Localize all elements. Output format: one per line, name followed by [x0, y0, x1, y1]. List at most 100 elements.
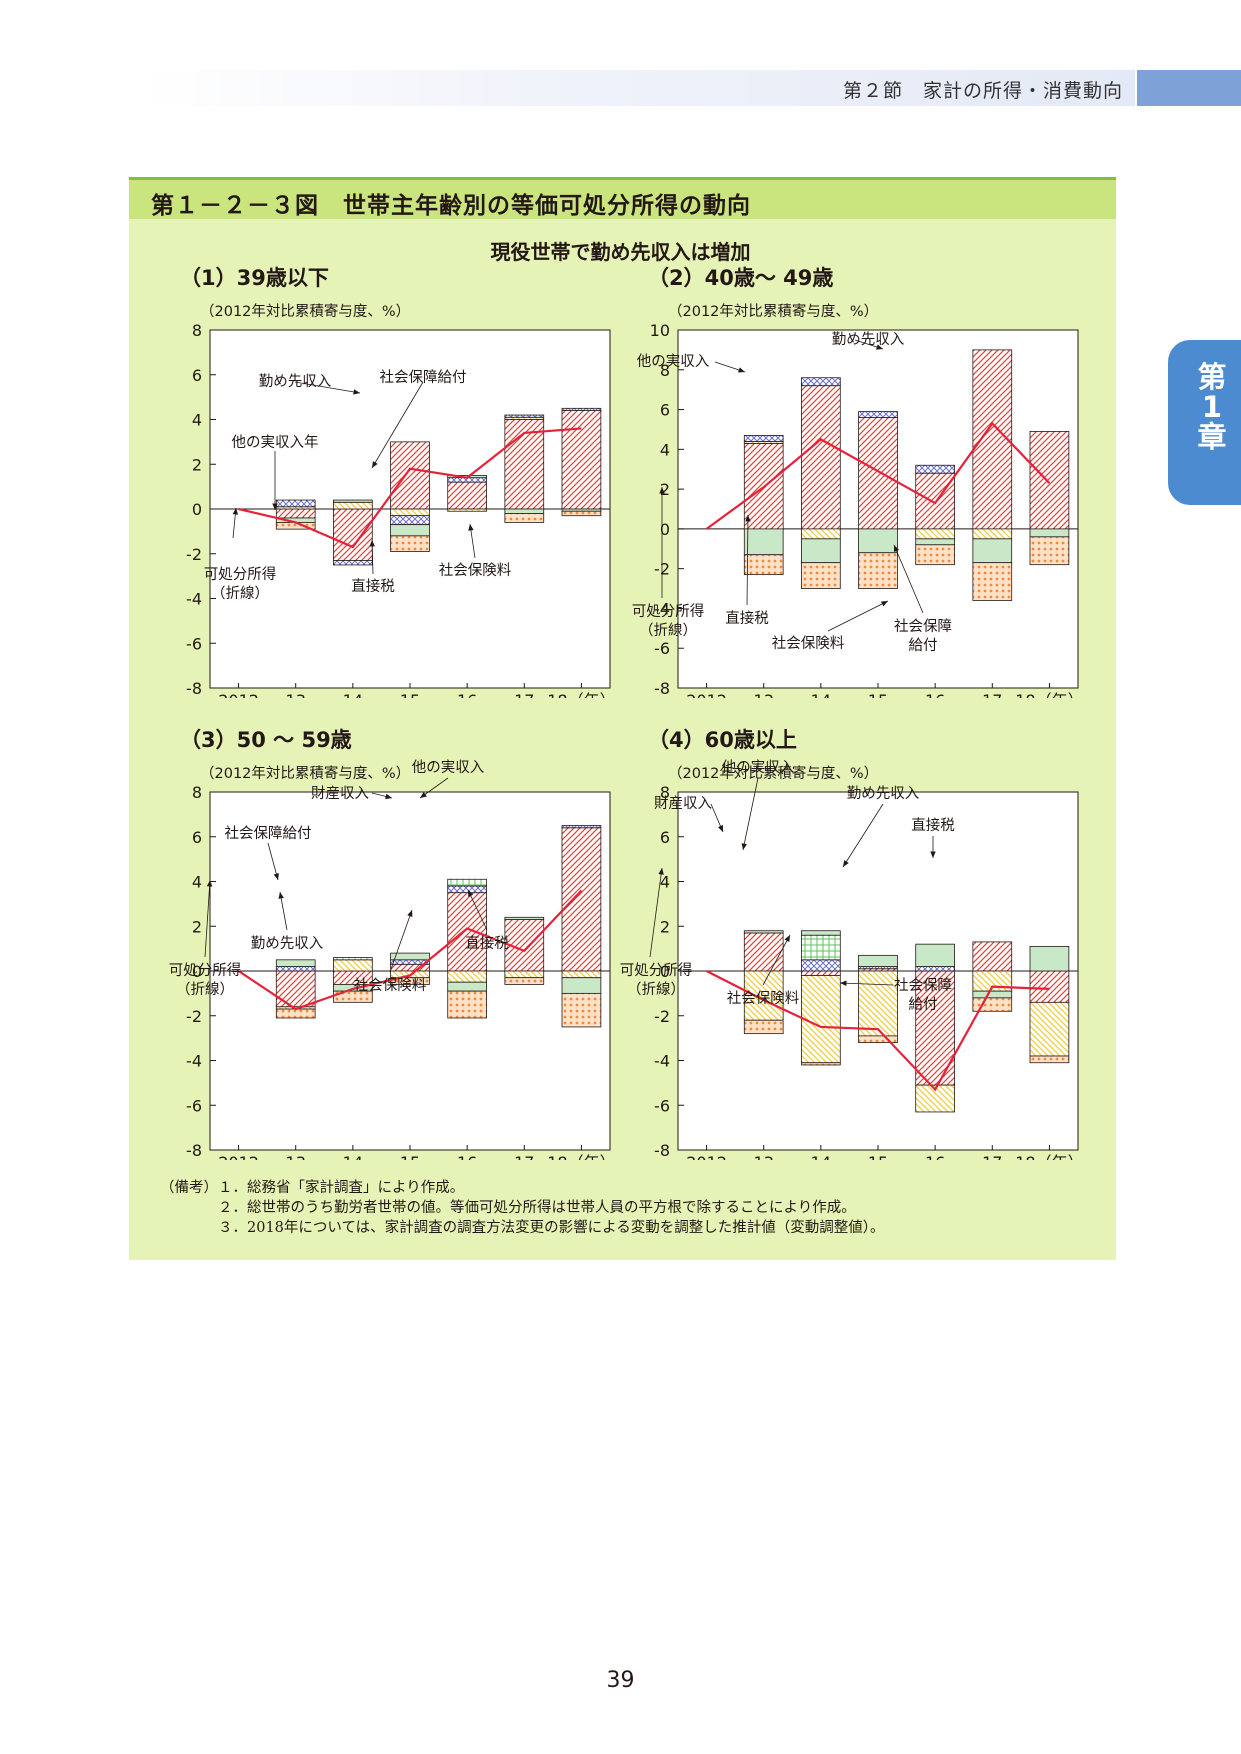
- y-tick-label: 6: [192, 828, 202, 847]
- bar-segment: [447, 981, 487, 992]
- bar-segment: [801, 385, 841, 530]
- annotation-label: 勤め先収入: [251, 935, 324, 952]
- x-tick-label: 17: [514, 691, 534, 698]
- x-tick-label: 16: [457, 1153, 477, 1160]
- annotation-arrowhead: [876, 344, 883, 350]
- bar-segment: [801, 934, 841, 961]
- bar-segment: [447, 508, 487, 512]
- annotation-label: 社会保険料: [727, 990, 800, 1007]
- y-axis-label: （2012年対比累積寄与度、%）: [668, 764, 878, 782]
- bar-segment: [858, 1035, 898, 1044]
- bar-segment: [972, 562, 1013, 601]
- chapter-tab[interactable]: 第1章: [1168, 340, 1241, 505]
- annotation-arrowhead: [840, 980, 847, 986]
- y-tick-label: -4: [186, 590, 202, 609]
- annotation-label: 社会保障: [894, 976, 952, 994]
- y-axis-label: （2012年対比累積寄与度、%）: [200, 302, 410, 320]
- y-tick-label: 4: [192, 873, 202, 892]
- bar-segment: [915, 544, 955, 566]
- y-tick-label: 0: [192, 500, 202, 519]
- annotation-arrowhead: [407, 910, 413, 917]
- bar-segment: [447, 885, 487, 894]
- annotation-arrowhead: [353, 389, 360, 395]
- bar-segment: [504, 513, 545, 523]
- bar-segment: [504, 419, 545, 510]
- bar-segment: [915, 528, 955, 540]
- y-tick-label: 6: [660, 401, 670, 420]
- x-tick-label: 2012: [686, 691, 727, 698]
- note-1: （備考）１．総務省「家計調査」により作成。: [160, 1180, 465, 1196]
- bar-segment: [743, 528, 784, 556]
- annotation-arrowhead: [385, 793, 392, 800]
- chapter-tab-label: 第1章: [1197, 360, 1227, 454]
- bar-segment: [801, 1062, 841, 1066]
- bar-segment: [972, 990, 1013, 999]
- y-tick-label: -8: [654, 1141, 670, 1160]
- x-tick-label: 15: [400, 691, 420, 698]
- annotation-label: 社会保険料: [354, 977, 427, 994]
- annotation-arrowhead: [468, 890, 474, 897]
- x-tick-label: 16: [925, 691, 945, 698]
- annotation-label: 直接税: [725, 610, 769, 627]
- bar-segment: [915, 943, 955, 967]
- header-bar: [140, 70, 1135, 106]
- annotation-arrowhead: [232, 508, 239, 515]
- annotation-arrowhead: [717, 825, 723, 832]
- bar-segment: [743, 1019, 784, 1035]
- bar-segment: [801, 930, 841, 936]
- annotation-label: （折線）: [639, 622, 697, 639]
- bar-segment: [333, 508, 373, 561]
- y-tick-label: 8: [660, 783, 670, 802]
- bar-segment: [390, 524, 430, 537]
- x-tick-label: 18（年）: [547, 691, 615, 698]
- y-tick-label: -6: [186, 634, 202, 653]
- y-tick-label: 4: [192, 411, 202, 430]
- bar-segment: [561, 970, 602, 979]
- annotation-leader: [371, 381, 424, 469]
- bar-segment: [858, 970, 898, 1037]
- bar-segment: [858, 954, 898, 967]
- bar-segment: [390, 508, 430, 517]
- bar-segment: [333, 560, 373, 566]
- y-tick-label: 2: [660, 480, 670, 499]
- bar-segment: [390, 441, 430, 510]
- bar-segment: [858, 417, 898, 530]
- annotation-leader: [746, 514, 749, 606]
- y-tick-label: -8: [654, 679, 670, 698]
- y-tick-label: 0: [660, 962, 670, 981]
- y-tick-label: -4: [186, 1052, 202, 1071]
- notes: （備考）１．総務省「家計調査」により作成。 ２．総世帯のうち勤労者世帯の値。等価…: [160, 1178, 885, 1238]
- bar-segment: [743, 970, 784, 1021]
- y-tick-label: -2: [186, 1007, 202, 1026]
- bar-segment: [915, 472, 955, 530]
- bar-segment: [801, 377, 841, 387]
- bar-segment: [915, 464, 955, 474]
- annotation-arrowhead: [273, 873, 279, 880]
- chart-40-49: （2）40歳～ 49歳（2012年対比累積寄与度、%）1086420-2-4-6…: [632, 266, 1084, 698]
- bar-segment: [858, 552, 898, 589]
- bar-segment: [1029, 536, 1070, 566]
- page-number: 39: [606, 1668, 635, 1693]
- annotation-arrowhead: [930, 851, 936, 858]
- bar-segment: [858, 528, 898, 554]
- y-axis-label: （2012年対比累積寄与度、%）: [200, 764, 410, 782]
- note-2: ２．総世帯のうち勤労者世帯の値。等価可処分所得は世帯人員の平方根で除することによ…: [160, 1200, 856, 1216]
- annotation-label: 社会保障: [894, 617, 952, 635]
- x-tick-label: 15: [868, 1153, 888, 1160]
- bar-segment: [801, 975, 841, 1064]
- bar-segment: [972, 528, 1013, 540]
- x-tick-label: 17: [982, 1153, 1002, 1160]
- bar-segment: [275, 970, 316, 1008]
- bar-segment: [447, 481, 487, 510]
- x-tick-label: 18（年）: [1015, 691, 1083, 698]
- bar-segment: [972, 997, 1013, 1012]
- annotation-label: 他の実収入: [412, 759, 485, 776]
- y-tick-label: -2: [654, 1007, 670, 1026]
- x-tick-label: 15: [868, 691, 888, 698]
- bar-segment: [504, 977, 545, 985]
- annotation-label: 可処分所得: [620, 962, 693, 979]
- annotation-label: 直接税: [351, 578, 395, 595]
- bar-segment: [561, 410, 602, 510]
- bar-segment: [390, 535, 430, 552]
- line-disposable-income: [237, 889, 583, 1011]
